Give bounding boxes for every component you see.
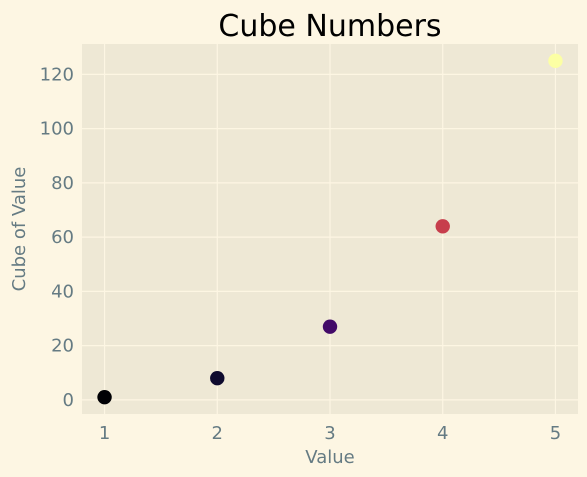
y-tick-label: 0 (63, 390, 74, 411)
grid (82, 44, 578, 414)
y-axis-label: Cube of Value (9, 167, 30, 292)
chart-title: Cube Numbers (218, 9, 441, 44)
x-tick-label: 1 (99, 423, 110, 444)
x-tick-label: 4 (437, 423, 448, 444)
data-point (97, 389, 112, 405)
data-points (97, 53, 563, 405)
x-tick-label: 3 (324, 423, 335, 444)
x-tick-label: 2 (212, 423, 223, 444)
y-tick-label: 120 (40, 64, 74, 85)
data-point (435, 219, 450, 234)
x-tick-label: 5 (550, 423, 561, 444)
data-point (210, 370, 225, 386)
y-tick-label: 60 (51, 227, 74, 248)
y-tick-label: 20 (51, 336, 74, 357)
y-tick-label: 100 (40, 119, 74, 140)
x-axis-ticks: 1 2 3 4 5 (99, 423, 561, 444)
x-axis-label: Value (305, 447, 354, 468)
data-point (548, 53, 563, 69)
data-point (322, 319, 338, 334)
y-tick-label: 40 (51, 281, 74, 302)
y-tick-label: 80 (51, 173, 74, 194)
y-axis-ticks: 0 20 40 60 80 100 120 (40, 64, 74, 411)
